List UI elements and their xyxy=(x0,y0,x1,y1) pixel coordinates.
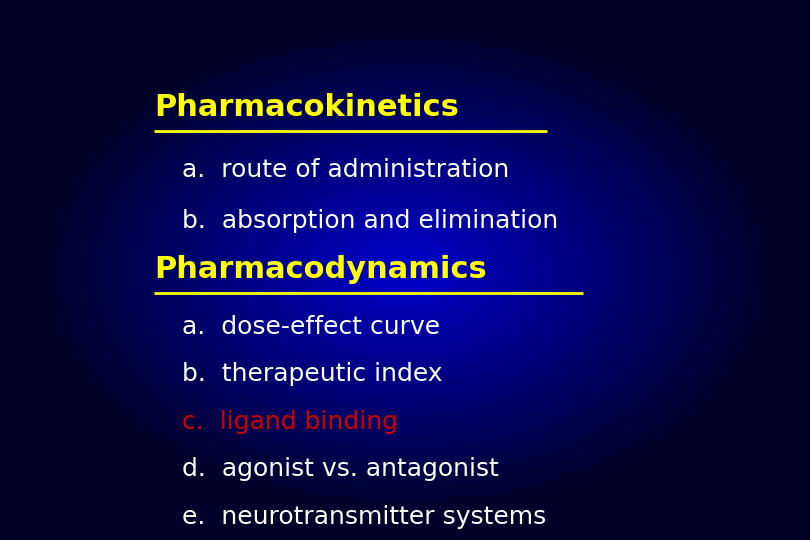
Text: a.  dose-effect curve: a. dose-effect curve xyxy=(182,315,441,339)
Text: Pharmacokinetics: Pharmacokinetics xyxy=(154,93,458,123)
Text: Pharmacodynamics: Pharmacodynamics xyxy=(154,255,487,285)
Text: c.  ligand binding: c. ligand binding xyxy=(182,410,399,434)
Text: b.  absorption and elimination: b. absorption and elimination xyxy=(182,210,559,233)
Text: d.  agonist vs. antagonist: d. agonist vs. antagonist xyxy=(182,457,499,481)
Text: a.  route of administration: a. route of administration xyxy=(182,158,509,182)
Text: e.  neurotransmitter systems: e. neurotransmitter systems xyxy=(182,505,547,529)
Text: b.  therapeutic index: b. therapeutic index xyxy=(182,362,443,386)
